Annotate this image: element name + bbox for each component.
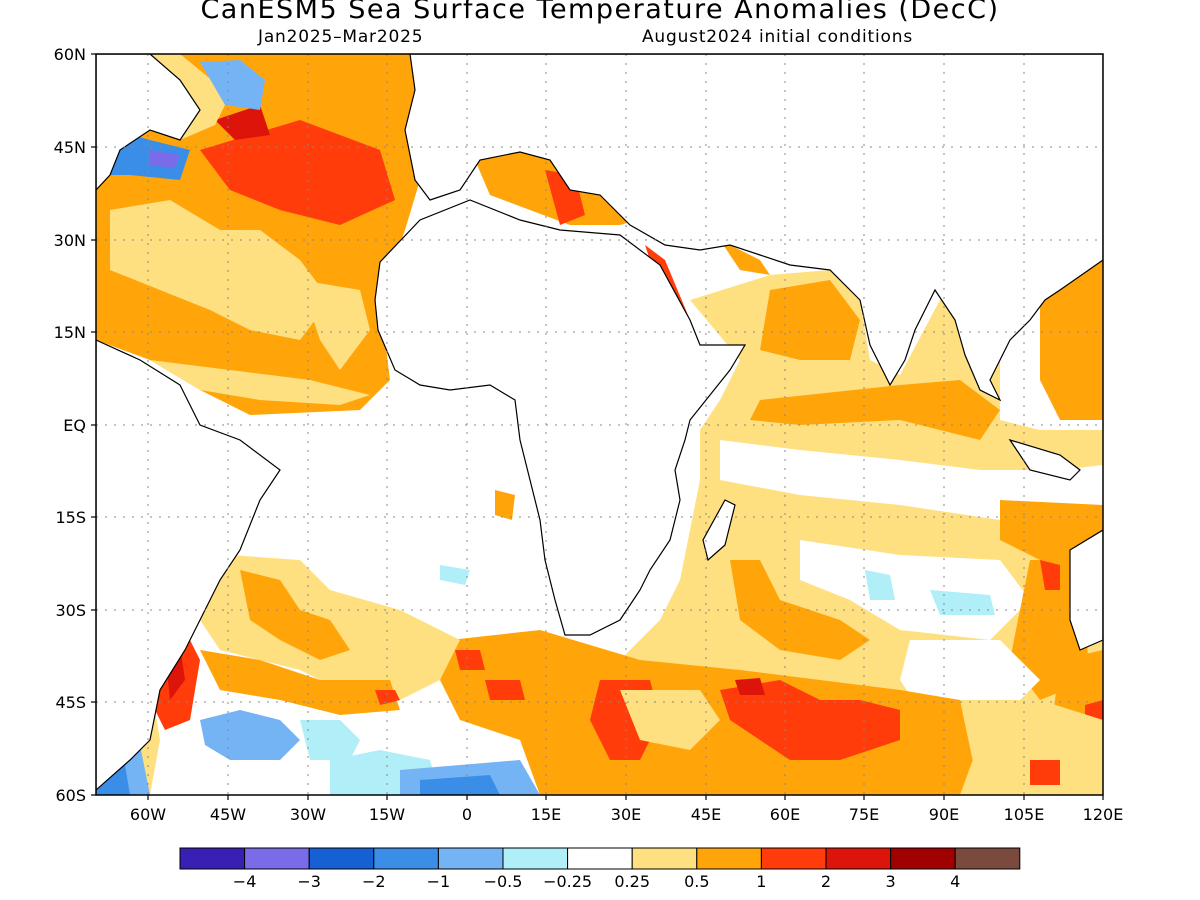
colorbar-label: 0.25 <box>614 872 650 891</box>
lon-label-45w: 45W <box>210 805 246 824</box>
initial-conditions: August2024 initial conditions <box>642 27 913 47</box>
lat-label-30s: 30S <box>55 601 86 620</box>
lat-label-eq: EQ <box>63 416 86 435</box>
lon-label-15w: 15W <box>369 805 405 824</box>
lon-label-45e: 45E <box>691 805 721 824</box>
colorbar-label: −1 <box>427 872 451 891</box>
colorbar-label: −0.25 <box>543 872 592 891</box>
lon-label-60w: 60W <box>130 805 166 824</box>
tick-marks <box>91 53 1104 800</box>
longitude-labels: 60W 45W 30W 15W 0 15E 30E 45E 60E 75E 90… <box>130 805 1123 824</box>
colorbar-swatch <box>437 847 504 870</box>
lon-label-120e: 120E <box>1083 805 1124 824</box>
lat-label-60s: 60S <box>55 786 86 805</box>
lat-label-15s: 15S <box>55 508 86 527</box>
colorbar-swatch <box>954 847 1021 870</box>
map-title: CanESM5 Sea Surface Temperature Anomalie… <box>200 0 1000 25</box>
lat-label-45s: 45S <box>55 693 86 712</box>
colorbar-label: −2 <box>362 872 386 891</box>
lon-label-90e: 90E <box>929 805 959 824</box>
lat-label-30n: 30N <box>54 231 86 250</box>
latitude-labels: 60N 45N 30N 15N EQ 15S 30S 45S 60S <box>54 45 86 805</box>
colorbar-swatch <box>373 847 439 870</box>
colorbar-label: 1 <box>756 872 766 891</box>
africa-outline <box>374 199 747 636</box>
colorbar-swatch <box>760 847 827 870</box>
colorbar-label: −4 <box>233 872 257 891</box>
colorbar-swatches <box>179 847 1021 870</box>
gridlines <box>96 54 1103 795</box>
colorbar-swatch <box>696 847 762 870</box>
lon-label-0: 0 <box>462 805 472 824</box>
colorbar-label: 4 <box>950 872 960 891</box>
colorbar-swatch <box>502 847 569 870</box>
forecast-period: Jan2025–Mar2025 <box>258 27 424 47</box>
landmasses <box>96 54 1103 791</box>
colorbar-swatch <box>567 847 633 870</box>
lon-label-15e: 15E <box>531 805 561 824</box>
madagascar-outline <box>702 499 736 562</box>
lon-label-30e: 30E <box>611 805 641 824</box>
lon-label-105e: 105E <box>1004 805 1045 824</box>
colorbar-labels: −4 −3 −2 −1 −0.5 −0.25 0.25 0.5 1 2 3 4 <box>233 872 960 891</box>
colorbar-label: −3 <box>297 872 321 891</box>
colorbar-swatch <box>308 847 375 870</box>
lon-label-60e: 60E <box>770 805 800 824</box>
colorbar-label: 2 <box>821 872 831 891</box>
lat-label-60n: 60N <box>54 45 86 64</box>
colorbar-swatch <box>631 847 698 870</box>
lon-label-75e: 75E <box>849 805 879 824</box>
colorbar-label: 0.5 <box>684 872 709 891</box>
colorbar-swatch <box>179 847 246 870</box>
colorbar-swatch <box>244 847 310 870</box>
americas-outline <box>96 54 201 191</box>
colorbar-label: −0.5 <box>484 872 523 891</box>
lat-label-45n: 45N <box>54 138 86 157</box>
eurasia-outline <box>404 54 1103 402</box>
lon-label-30w: 30W <box>290 805 326 824</box>
colorbar-label: 3 <box>886 872 896 891</box>
colorbar-swatch <box>890 847 956 870</box>
colorbar-swatch <box>825 847 892 870</box>
lat-label-15n: 15N <box>54 323 86 342</box>
colorbar: −4 −3 −2 −1 −0.5 −0.25 0.25 0.5 1 2 3 4 <box>179 847 1021 891</box>
